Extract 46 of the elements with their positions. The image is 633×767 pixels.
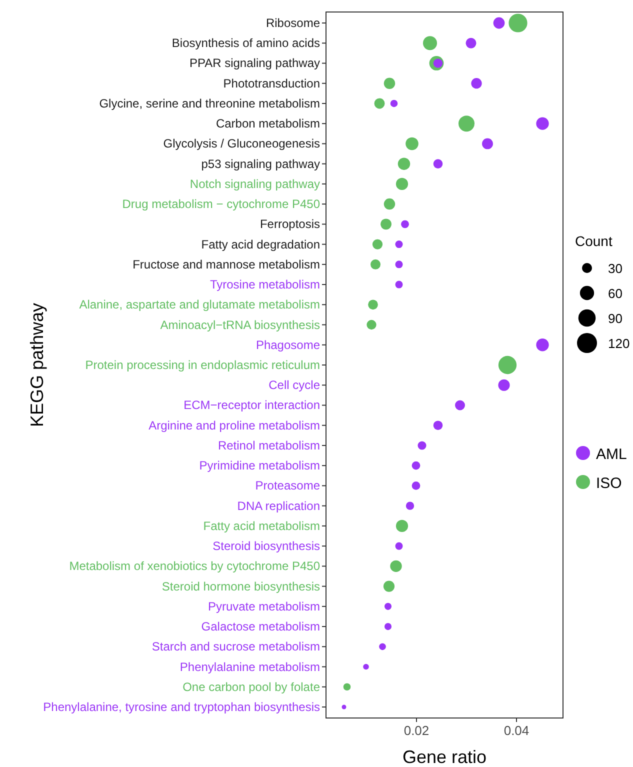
- y-tick-label: Glycine, serine and threonine metabolism: [99, 96, 320, 110]
- y-tick-label: Protein processing in endoplasmic reticulum: [85, 358, 320, 372]
- y-tick-label: Phenylalanine metabolism: [180, 660, 320, 674]
- y-tick-label: Arginine and proline metabolism: [148, 418, 320, 432]
- legend-title: Count: [575, 233, 612, 249]
- x-axis-title: Gene ratio: [402, 747, 487, 767]
- y-tick-label: Cell cycle: [268, 378, 320, 392]
- y-tick-label: Notch signaling pathway: [190, 176, 320, 191]
- y-tick-label: Phenylalanine, tyrosine and tryptophan biosynthesis: [43, 700, 320, 714]
- y-tick-label: Pyrimidine metabolism: [199, 458, 320, 473]
- y-tick-label: Ribosome: [266, 16, 320, 30]
- y-tick-label: Aminoacyl−tRNA biosynthesis: [160, 318, 320, 332]
- y-tick-label: Galactose metabolism: [201, 620, 320, 634]
- y-tick-label: Fructose and mannose metabolism: [132, 257, 320, 272]
- y-tick-label: Metabolism of xenobiotics by cytochrome P450: [69, 559, 320, 574]
- x-tick-label: 0.04: [504, 723, 530, 738]
- legend-label: 90: [608, 311, 622, 326]
- y-tick-label: DNA replication: [237, 498, 320, 513]
- y-tick-label: Steroid hormone biosynthesis: [162, 579, 320, 594]
- legend-label: 30: [608, 261, 622, 276]
- y-tick-label: Fatty acid degradation: [201, 237, 320, 252]
- y-tick-label: Proteasome: [255, 478, 320, 493]
- y-tick-label: Retinol metabolism: [218, 438, 320, 452]
- y-tick-label: One carbon pool by folate: [182, 680, 320, 694]
- y-tick-label: Carbon metabolism: [216, 116, 320, 131]
- y-tick-label: Glycolysis / Gluconeogenesis: [163, 136, 320, 151]
- y-tick-label: Alanine, aspartate and glutamate metabolism: [79, 298, 320, 312]
- y-tick-label: Starch and sucrose metabolism: [152, 640, 320, 654]
- legend-label: 60: [608, 286, 622, 301]
- y-tick-label: Phagosome: [256, 338, 320, 352]
- y-tick-label: Phototransduction: [223, 76, 320, 90]
- y-tick-label: Tyrosine metabolism: [210, 278, 320, 292]
- legend-label: AML: [596, 446, 627, 463]
- y-tick-label: Ferroptosis: [260, 217, 320, 232]
- legend-label: ISO: [596, 475, 622, 492]
- y-tick-label: Fatty acid metabolism: [203, 518, 320, 533]
- legend-label: 120: [608, 336, 630, 351]
- y-tick-label: Steroid biosynthesis: [212, 539, 320, 554]
- x-tick-label: 0.02: [404, 723, 430, 738]
- y-axis-title: KEGG pathway: [27, 302, 47, 428]
- y-tick-label: p53 signaling pathway: [201, 156, 320, 171]
- y-tick-label: Biosynthesis of amino acids: [172, 36, 320, 50]
- y-tick-label: ECM−receptor interaction: [184, 398, 320, 412]
- y-tick-label: PPAR signaling pathway: [189, 56, 320, 70]
- y-tick-label: Drug metabolism − cytochrome P450: [122, 197, 320, 212]
- y-tick-label: Pyruvate metabolism: [208, 599, 320, 614]
